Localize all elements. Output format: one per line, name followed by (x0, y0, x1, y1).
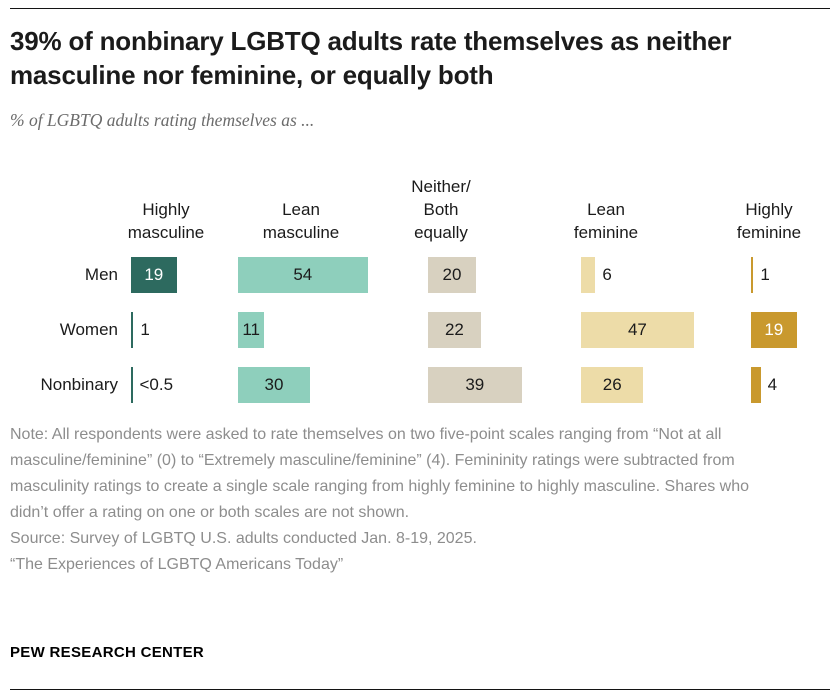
bar-value-women-highly-feminine: 19 (764, 319, 784, 339)
column-header-lean-masculine: Lean masculine (262, 199, 340, 242)
bar-nonbinary-highly-feminine (751, 366, 761, 403)
report-title: “The Experiences of LGBTQ Americans Toda… (10, 555, 344, 573)
bar-value-men-lean-feminine: 6 (602, 264, 612, 284)
bar-value-men-highly-feminine: 1 (760, 264, 770, 284)
column-header-neither-both-equally: Neither/ Both equally (411, 176, 471, 242)
bar-women-neither-both-equally (428, 311, 481, 348)
bar-men-lean-feminine (581, 256, 596, 293)
bar-nonbinary-lean-feminine (581, 366, 644, 403)
row-label-nonbinary: Nonbinary (40, 374, 119, 394)
bar-women-highly-masculine (131, 311, 134, 348)
bar-value-men-lean-masculine: 54 (293, 264, 313, 284)
bar-women-lean-feminine (581, 311, 694, 348)
bar-value-women-highly-masculine: 1 (140, 319, 150, 339)
bar-men-highly-masculine (131, 256, 177, 293)
bar-men-neither-both-equally (428, 256, 476, 293)
bar-value-men-highly-masculine: 19 (144, 264, 164, 284)
bar-value-women-neither-both-equally: 22 (444, 319, 464, 339)
column-header-lean-feminine: Lean feminine (573, 199, 639, 242)
bar-value-nonbinary-highly-masculine: <0.5 (139, 374, 174, 394)
row-label-women: Women (59, 319, 118, 339)
bar-value-nonbinary-lean-masculine: 30 (264, 374, 284, 394)
row-label-men: Men (84, 264, 118, 284)
chart-title: 39% of nonbinary LGBTQ adults rate thems… (10, 26, 732, 90)
source-text: Source: Survey of LGBTQ U.S. adults cond… (10, 529, 477, 547)
column-header-highly-feminine: Highly feminine (736, 199, 802, 242)
bar-women-highly-feminine (751, 311, 797, 348)
chart-subtitle: % of LGBTQ adults rating themselves as .… (10, 109, 315, 130)
bar-men-highly-feminine (751, 256, 754, 293)
note-text: Note: All respondents were asked to rate… (10, 425, 750, 521)
top-divider (10, 8, 830, 9)
footer-brand: PEW RESEARCH CENTER (10, 644, 205, 661)
bar-value-nonbinary-neither-both-equally: 39 (465, 374, 485, 394)
bar-value-nonbinary-lean-feminine: 26 (602, 374, 622, 394)
bar-men-lean-masculine (238, 256, 368, 293)
bar-value-women-lean-masculine: 11 (242, 319, 261, 339)
bar-value-nonbinary-highly-feminine: 4 (767, 374, 778, 394)
gender-rating-chart: Highly masculine Lean masculine Neither/ B… (10, 157, 830, 409)
bottom-divider (10, 689, 830, 690)
bar-value-women-lean-feminine: 47 (627, 319, 647, 339)
notes-block: Note: All respondents were asked to rate… (10, 422, 752, 578)
column-header-highly-masculine: Highly masculine (127, 199, 205, 242)
bar-nonbinary-lean-masculine (238, 366, 310, 403)
bar-nonbinary-neither-both-equally (428, 366, 522, 403)
bar-nonbinary-highly-masculine (131, 366, 133, 403)
bar-value-men-neither-both-equally: 20 (442, 264, 462, 284)
bar-women-lean-masculine (238, 311, 265, 348)
